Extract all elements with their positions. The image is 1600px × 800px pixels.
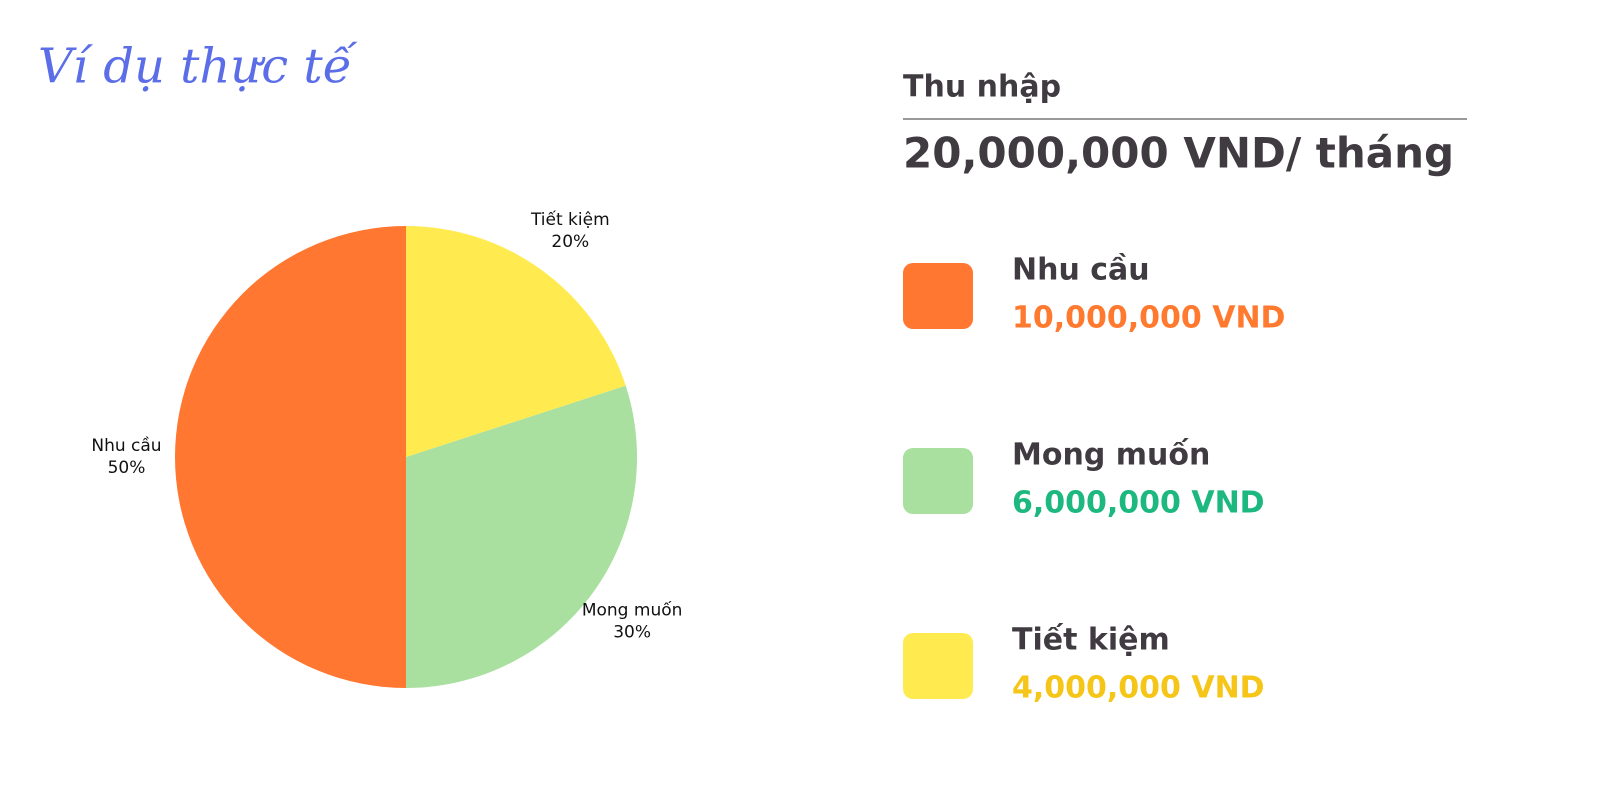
slice-value: 20% xyxy=(551,232,589,252)
legend-amount: 6,000,000 VND xyxy=(1012,486,1265,521)
slice-label: Mong muốn xyxy=(582,599,683,620)
legend-name: Tiết kiệm xyxy=(1012,623,1170,658)
pie-slice xyxy=(406,385,637,688)
income-heading: Thu nhập xyxy=(903,70,1061,105)
slice-value: 30% xyxy=(613,622,651,642)
pie-slice xyxy=(175,226,406,688)
title: Ví dụ thực tế xyxy=(38,39,358,95)
legend-name: Mong muốn xyxy=(1012,438,1210,473)
legend-name: Nhu cầu xyxy=(1012,253,1150,288)
slice-label: Tiết kiệm xyxy=(530,209,610,230)
income-total: 20,000,000 VND/ tháng xyxy=(903,129,1454,178)
slice-label: Nhu cầu xyxy=(91,435,161,456)
legend-swatch xyxy=(903,633,973,699)
pie-slice xyxy=(406,226,626,457)
legend-swatch xyxy=(903,448,973,514)
slice-value: 50% xyxy=(108,458,146,478)
legend-swatch xyxy=(903,263,973,329)
legend-amount: 4,000,000 VND xyxy=(1012,671,1265,706)
legend-amount: 10,000,000 VND xyxy=(1012,301,1285,336)
